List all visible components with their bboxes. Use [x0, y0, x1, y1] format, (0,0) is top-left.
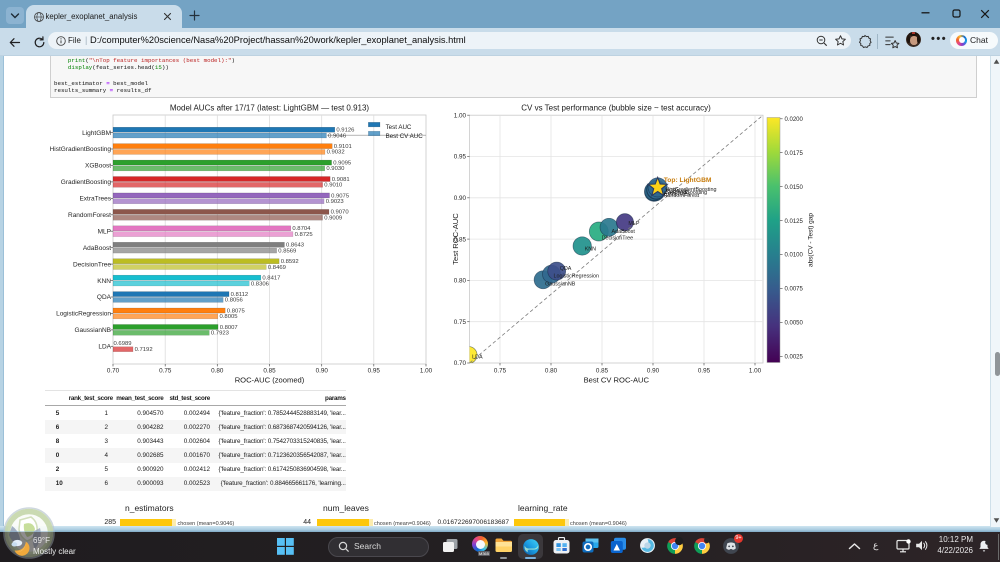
- svg-text:QDA: QDA: [560, 266, 572, 272]
- svg-text:0.80: 0.80: [211, 368, 224, 375]
- svg-text:AdaBoost: AdaBoost: [612, 229, 636, 235]
- svg-text:LogisticRegression: LogisticRegression: [56, 311, 111, 318]
- svg-text:QDA: QDA: [97, 294, 112, 301]
- svg-text:GradientBoosting: GradientBoosting: [666, 190, 708, 196]
- svg-text:0.85: 0.85: [454, 236, 467, 243]
- svg-text:DecisionTree: DecisionTree: [602, 236, 634, 242]
- svg-text:MLP: MLP: [628, 221, 639, 227]
- svg-text:0.0125: 0.0125: [785, 219, 804, 225]
- svg-text:ExtraTrees: ExtraTrees: [664, 191, 690, 197]
- svg-text:0.9023: 0.9023: [326, 199, 345, 205]
- svg-text:LDA: LDA: [472, 355, 483, 361]
- svg-text:0.0075: 0.0075: [785, 287, 804, 293]
- svg-text:LDA: LDA: [98, 344, 111, 351]
- svg-text:Top: LightGBM: Top: LightGBM: [664, 177, 712, 184]
- svg-text:0.75: 0.75: [494, 368, 507, 375]
- svg-text:0.9095: 0.9095: [333, 160, 352, 166]
- svg-text:HistGradientBoosting: HistGradientBoosting: [666, 187, 717, 193]
- svg-text:0.8469: 0.8469: [268, 265, 286, 271]
- svg-text:Best CV AUC: Best CV AUC: [386, 133, 424, 140]
- svg-text:0.9081: 0.9081: [332, 177, 350, 183]
- svg-text:0.8592: 0.8592: [281, 259, 299, 265]
- svg-text:LightGBM: LightGBM: [82, 130, 111, 137]
- svg-text:Best CV ROC-AUC: Best CV ROC-AUC: [584, 376, 650, 385]
- svg-text:DecisionTree: DecisionTree: [73, 261, 111, 268]
- svg-text:0.8725: 0.8725: [295, 232, 314, 238]
- svg-text:RandomForest: RandomForest: [664, 193, 700, 199]
- svg-text:Test AUC: Test AUC: [386, 124, 412, 131]
- svg-text:KNN: KNN: [585, 247, 596, 253]
- svg-text:0.0175: 0.0175: [785, 151, 804, 157]
- svg-text:0.7192: 0.7192: [135, 347, 153, 353]
- svg-text:0.8569: 0.8569: [278, 248, 296, 254]
- svg-text:0.75: 0.75: [454, 319, 467, 326]
- svg-text:0.95: 0.95: [368, 368, 381, 375]
- svg-text:0.80: 0.80: [454, 278, 467, 285]
- svg-text:0.8007: 0.8007: [220, 325, 238, 331]
- svg-text:XGBoost: XGBoost: [85, 163, 111, 170]
- svg-text:0.9126: 0.9126: [336, 128, 355, 134]
- svg-text:0.8056: 0.8056: [225, 298, 244, 304]
- svg-text:GaussianNB: GaussianNB: [545, 281, 576, 287]
- svg-text:0.0025: 0.0025: [785, 355, 804, 361]
- svg-text:0.8417: 0.8417: [262, 276, 280, 282]
- svg-text:MLP: MLP: [98, 228, 111, 235]
- svg-text:CV vs Test performance (bubble: CV vs Test performance (bubble size ~ te…: [521, 104, 711, 113]
- svg-text:0.90: 0.90: [454, 195, 467, 202]
- svg-text:0.0150: 0.0150: [785, 185, 804, 191]
- svg-text:0.8704: 0.8704: [292, 226, 311, 232]
- svg-text:0.7923: 0.7923: [211, 331, 230, 337]
- svg-text:0.95: 0.95: [698, 368, 711, 375]
- svg-text:0.8112: 0.8112: [231, 292, 249, 298]
- svg-text:ROC-AUC (zoomed): ROC-AUC (zoomed): [235, 376, 305, 385]
- svg-text:GaussianNB: GaussianNB: [75, 327, 112, 334]
- svg-text:0.9075: 0.9075: [331, 193, 350, 199]
- svg-text:1.00: 1.00: [749, 368, 762, 375]
- svg-text:KNN: KNN: [97, 278, 111, 285]
- svg-text:HistGradientBoosting: HistGradientBoosting: [50, 146, 112, 153]
- svg-text:0.85: 0.85: [596, 368, 609, 375]
- svg-text:0.90: 0.90: [316, 368, 329, 375]
- svg-text:Model AUCs after 17/17 (latest: Model AUCs after 17/17 (latest: LightGBM…: [170, 104, 370, 113]
- svg-text:0.9032: 0.9032: [327, 150, 345, 156]
- svg-text:0.9030: 0.9030: [326, 166, 345, 172]
- svg-text:0.0100: 0.0100: [785, 253, 804, 259]
- svg-text:0.8643: 0.8643: [286, 243, 305, 249]
- svg-text:0.8005: 0.8005: [220, 314, 239, 320]
- svg-text:1.00: 1.00: [420, 368, 433, 375]
- svg-text:abs(CV - Test) gap: abs(CV - Test) gap: [808, 213, 815, 267]
- svg-text:0.95: 0.95: [454, 154, 467, 161]
- svg-text:0.80: 0.80: [545, 368, 558, 375]
- svg-text:0.90: 0.90: [647, 368, 660, 375]
- svg-text:0.9010: 0.9010: [324, 183, 343, 189]
- svg-text:0.0050: 0.0050: [785, 321, 804, 327]
- svg-text:0.8306: 0.8306: [251, 281, 270, 287]
- svg-text:Test ROC-AUC: Test ROC-AUC: [451, 213, 460, 265]
- svg-text:LogisticRegression: LogisticRegression: [554, 274, 600, 280]
- svg-text:0.75: 0.75: [159, 368, 172, 375]
- svg-text:1.00: 1.00: [454, 112, 467, 119]
- svg-text:0.0200: 0.0200: [785, 117, 804, 123]
- svg-text:RandomForest: RandomForest: [68, 212, 111, 219]
- svg-text:XGBoost: XGBoost: [665, 189, 687, 195]
- svg-text:ExtraTrees: ExtraTrees: [79, 196, 111, 203]
- svg-text:0.8075: 0.8075: [227, 308, 246, 314]
- svg-text:GradientBoosting: GradientBoosting: [61, 179, 112, 186]
- svg-text:0.85: 0.85: [263, 368, 276, 375]
- svg-text:0.70: 0.70: [107, 368, 120, 375]
- svg-text:0.9070: 0.9070: [331, 210, 350, 216]
- svg-text:AdaBoost: AdaBoost: [83, 245, 111, 252]
- svg-text:0.6989: 0.6989: [114, 341, 132, 347]
- svg-text:0.9046: 0.9046: [328, 133, 347, 139]
- svg-text:0.70: 0.70: [454, 360, 467, 367]
- svg-text:0.9101: 0.9101: [334, 144, 352, 150]
- svg-text:0.9009: 0.9009: [324, 216, 342, 222]
